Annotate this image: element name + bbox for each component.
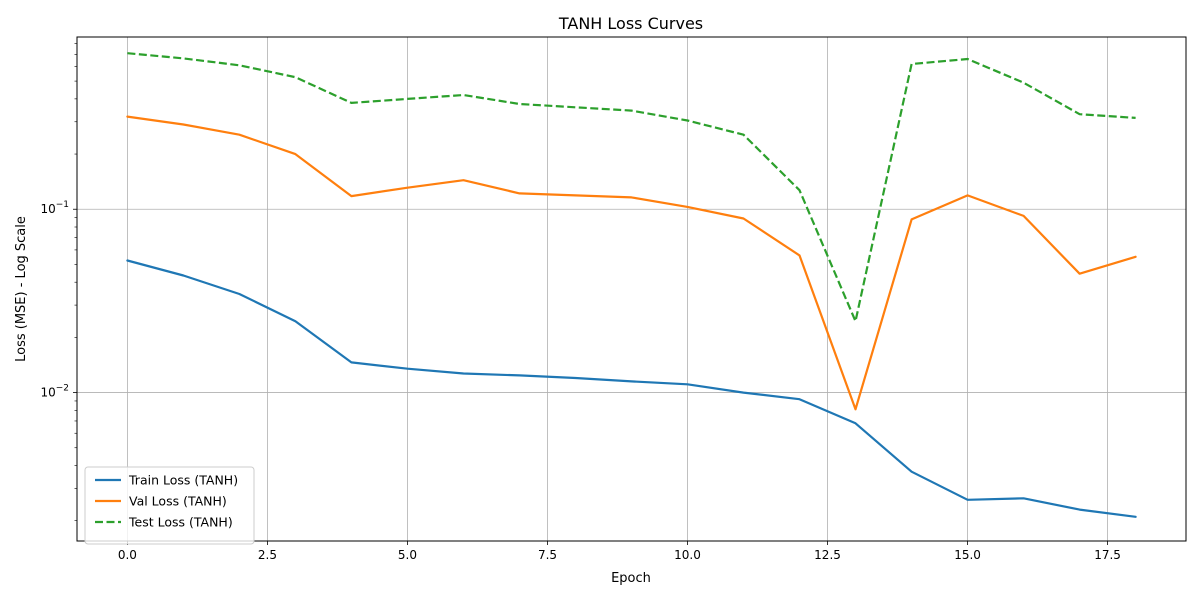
- chart-title: TANH Loss Curves: [558, 14, 703, 33]
- series-line-3: [127, 52, 1136, 323]
- x-tick-label: 0.0: [118, 548, 137, 562]
- axis-ticks: 0.0 2.5 5.0 7.5 10.0 12.5 15.0 17.5 10−2 10−1: [40, 43, 1121, 562]
- legend-label-1: Train Loss (TANH): [128, 473, 238, 488]
- series-lines: [126, 52, 1137, 518]
- x-tick-label: 7.5: [538, 548, 557, 562]
- legend: Train Loss (TANH) Val Loss (TANH) Test Los…: [84, 466, 255, 545]
- legend-label-2: Val Loss (TANH): [129, 494, 227, 509]
- legend-label-3: Test Loss (TANH): [128, 515, 233, 530]
- x-tick-label: 5.0: [398, 548, 417, 562]
- x-tick-label: 2.5: [258, 548, 277, 562]
- series-line-1: [126, 259, 1137, 518]
- x-tick-label: 12.5: [814, 548, 841, 562]
- x-axis-label: Epoch: [611, 571, 651, 586]
- legend-box: [84, 466, 255, 545]
- x-tick-label: 15.0: [954, 548, 981, 562]
- plot-frame: [76, 36, 1187, 542]
- y-tick-label: 10−2: [40, 384, 69, 400]
- x-tick-label: 10.0: [674, 548, 701, 562]
- y-axis-label: Loss (MSE) - Log Scale: [14, 216, 29, 362]
- x-tick-label: 17.5: [1094, 548, 1121, 562]
- y-tick-label: 10−1: [40, 200, 69, 216]
- series-line-2: [126, 115, 1137, 411]
- grid: [77, 37, 1186, 541]
